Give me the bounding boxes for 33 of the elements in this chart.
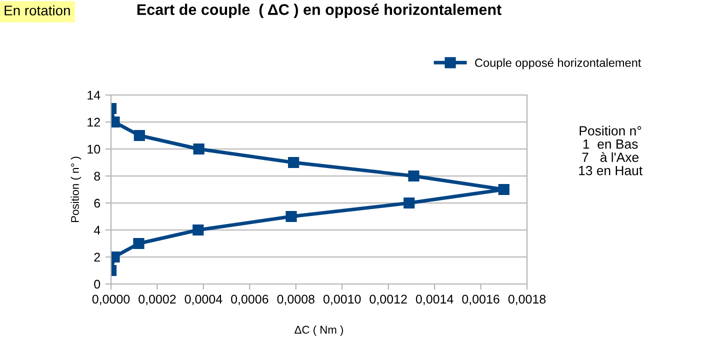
x-tick-label: 0,0010 [323, 294, 361, 306]
text: Position n° 1 en Bas 7 à l'Axe 13 en Haut [579, 126, 642, 176]
x-tick-label: 0,0006 [231, 294, 268, 306]
point [133, 238, 144, 250]
text: En rotation [4, 5, 70, 16]
point [192, 224, 204, 236]
x-tick-label: 0,0014 [416, 294, 454, 306]
y-tick-label: 6 [94, 198, 100, 208]
legend-label: Couple opposé horizontalement [475, 58, 642, 70]
point [193, 143, 204, 155]
y-tick-label: 2 [94, 252, 100, 262]
y-tick-label: 12 [88, 118, 100, 127]
y-tick-label: 14 [88, 90, 100, 100]
point [288, 156, 300, 168]
point [286, 210, 297, 222]
point [408, 170, 420, 182]
y-tick-label: 4 [94, 226, 100, 235]
point [134, 130, 145, 142]
x-tick-label: 0,0016 [462, 294, 500, 306]
x-tick-label: 0,0008 [277, 294, 314, 306]
y-tick-label: 0 [94, 280, 100, 289]
point [498, 184, 510, 196]
x-tick-label: 0,0012 [370, 294, 407, 306]
x-tick-label: 0,0018 [508, 294, 546, 306]
x-tick-label: 0,0004 [184, 294, 222, 306]
y-tick-label: 8 [94, 172, 100, 181]
x-tick-label: 0,0002 [138, 294, 176, 306]
chart-title: Ecart de couple ( ΔC ) en opposé horizontalement [137, 4, 502, 18]
y-tick-label: 10 [88, 144, 100, 154]
x-axis-title: ΔC ( Nm ) [294, 326, 344, 336]
x-tick-label: 0,0000 [92, 294, 130, 306]
y-axis-title: Position ( n° ) [70, 156, 82, 222]
point [404, 197, 415, 209]
